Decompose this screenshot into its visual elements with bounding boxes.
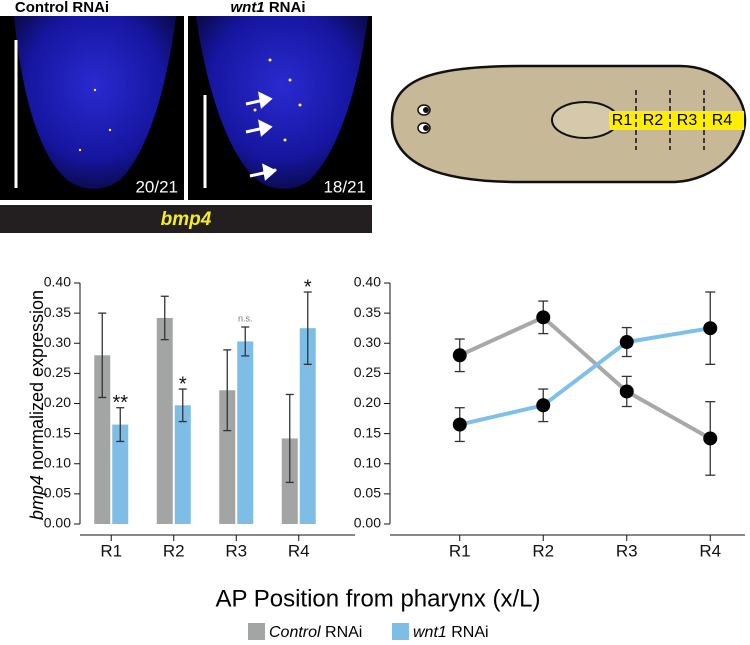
point xyxy=(619,384,634,399)
legend-swatch xyxy=(392,623,409,640)
y-tick-label: 0.15 xyxy=(354,424,381,440)
y-tick-label: 0.25 xyxy=(354,364,381,380)
error-bar xyxy=(223,349,232,432)
y-tick-label: 0.40 xyxy=(354,274,381,290)
region-label: R1 xyxy=(612,112,633,129)
y-tick-label: 0.30 xyxy=(44,334,71,350)
bar xyxy=(299,328,316,524)
error-bar xyxy=(285,393,294,484)
y-tick-label: 0.25 xyxy=(44,364,71,380)
gene-bar xyxy=(0,205,372,233)
error-bar xyxy=(160,295,169,341)
region-label: R2 xyxy=(643,112,664,129)
x-tick-label: R4 xyxy=(288,541,310,560)
y-tick-label: 0.35 xyxy=(354,304,381,320)
error-bar xyxy=(116,407,125,443)
region-dividers xyxy=(635,90,705,150)
eye-spot xyxy=(423,125,429,131)
point xyxy=(536,310,551,325)
region-band xyxy=(609,111,744,130)
pharynx xyxy=(551,101,619,139)
x-axis-label: AP Position from pharynx (x/L) xyxy=(215,585,540,612)
legend-label: Control RNAi xyxy=(269,624,362,641)
y-tick-label: 0.40 xyxy=(44,274,71,290)
error-bar xyxy=(241,326,250,357)
y-axis-label: bmp4 normalized expression xyxy=(27,290,47,520)
bar xyxy=(156,317,173,524)
error-bar xyxy=(98,312,107,399)
y-tick-label: 0.20 xyxy=(354,394,381,410)
eye-spot xyxy=(423,107,429,113)
region-label: R4 xyxy=(712,112,733,129)
bar xyxy=(112,424,129,524)
series-line xyxy=(458,314,712,441)
x-tick-label: R3 xyxy=(616,541,638,560)
bar xyxy=(237,341,254,524)
signal-dots xyxy=(78,58,302,172)
panel-title: wnt1 RNAi xyxy=(230,0,305,16)
significance-label: * xyxy=(304,276,312,298)
y-tick-label: 0.10 xyxy=(44,454,71,470)
legend-label: wnt1 RNAi xyxy=(413,624,489,641)
point xyxy=(703,321,718,336)
x-tick-label: R2 xyxy=(532,541,554,560)
y-tick-label: 0.20 xyxy=(44,394,71,410)
y-tick-label: 0.15 xyxy=(44,424,71,440)
y-tick-label: 0.10 xyxy=(354,454,381,470)
x-tick-label: R1 xyxy=(449,541,471,560)
region-label: R3 xyxy=(677,112,698,129)
error-bar xyxy=(178,388,187,423)
y-tick-label: 0.00 xyxy=(354,515,381,531)
legend-swatch xyxy=(248,623,265,640)
tissue xyxy=(14,16,176,189)
panel-title: Control RNAi xyxy=(15,0,109,16)
arrows xyxy=(245,91,277,181)
x-tick-label: R3 xyxy=(225,541,247,560)
tissue xyxy=(196,16,368,189)
bar xyxy=(219,390,236,524)
panel-count: 20/21 xyxy=(135,177,178,196)
significance-label: * xyxy=(179,373,187,395)
y-tick-label: 0.30 xyxy=(354,334,381,350)
bar xyxy=(174,405,191,524)
y-tick-label: 0.05 xyxy=(44,485,71,501)
y-tick-label: 0.00 xyxy=(44,515,71,531)
x-tick-label: R1 xyxy=(100,541,122,560)
significance-label: ** xyxy=(112,392,128,414)
panel-count: 18/21 xyxy=(323,177,366,196)
gene-label: bmp4 xyxy=(161,209,212,230)
error-bar xyxy=(303,291,312,365)
point xyxy=(619,335,634,350)
significance-label: n.s. xyxy=(238,313,253,323)
x-tick-label: R4 xyxy=(699,541,721,560)
x-tick-label: R2 xyxy=(163,541,185,560)
point xyxy=(452,348,467,363)
series-line xyxy=(459,326,711,427)
point xyxy=(703,431,718,446)
point xyxy=(536,398,551,413)
point xyxy=(452,417,467,432)
y-tick-label: 0.05 xyxy=(354,485,381,501)
y-tick-label: 0.35 xyxy=(44,304,71,320)
